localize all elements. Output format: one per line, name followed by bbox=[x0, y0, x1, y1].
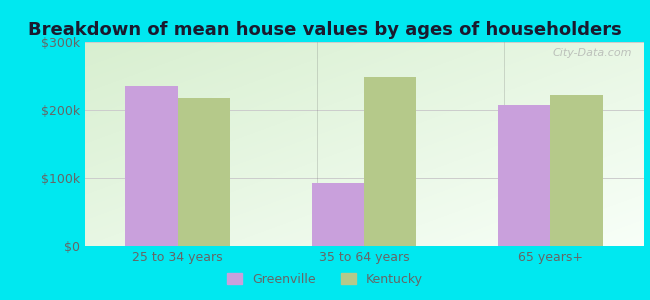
Text: City-Data.com: City-Data.com bbox=[552, 48, 632, 58]
Legend: Greenville, Kentucky: Greenville, Kentucky bbox=[222, 268, 428, 291]
Bar bbox=[312, 183, 364, 246]
Bar bbox=[551, 95, 603, 246]
Text: Breakdown of mean house values by ages of householders: Breakdown of mean house values by ages o… bbox=[28, 21, 622, 39]
Bar bbox=[177, 98, 230, 246]
Bar bbox=[498, 105, 551, 246]
Bar bbox=[125, 86, 177, 246]
Bar bbox=[364, 77, 416, 246]
